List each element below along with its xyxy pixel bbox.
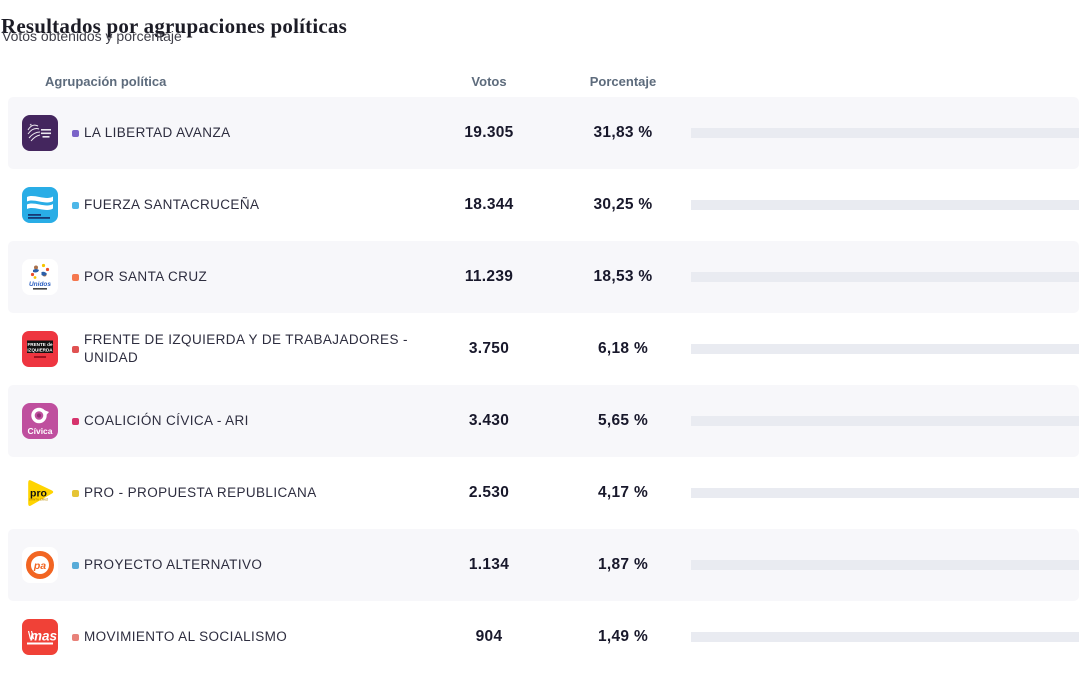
percentage-bar-track bbox=[691, 416, 1079, 426]
svg-text:pa: pa bbox=[33, 560, 46, 572]
result-row: LA LIBERTAD AVANZA 19.305 31,83 % bbox=[8, 97, 1079, 169]
logo-mas-icon: mas bbox=[22, 619, 58, 655]
svg-text:pro: pro bbox=[30, 488, 47, 500]
votes-value: 1.134 bbox=[468, 556, 510, 573]
column-header-votes: Votos bbox=[471, 74, 507, 89]
table-header: Agrupación política Votos Porcentaje bbox=[0, 74, 1079, 92]
votes-value: 904 bbox=[475, 628, 503, 645]
logo-coalicion-civica-icon: Cívica bbox=[22, 403, 58, 439]
votes-value: 19.305 bbox=[464, 124, 514, 141]
votes-value: 18.344 bbox=[464, 196, 514, 213]
party-dot bbox=[72, 130, 79, 137]
votes-value: 3.430 bbox=[468, 412, 510, 429]
percentage-bar-track bbox=[691, 128, 1079, 138]
party-name: PRO - PROPUESTA REPUBLICANA bbox=[84, 485, 317, 500]
votes-value: 3.750 bbox=[468, 340, 510, 357]
svg-text:Cívica: Cívica bbox=[27, 426, 52, 436]
result-row: pa PROYECTO ALTERNATIVO 1.134 1,87 % bbox=[8, 529, 1079, 601]
svg-text:Unidos: Unidos bbox=[29, 281, 51, 288]
result-row: pro SANTA CRUZ PRO - PROPUESTA REPUBLICA… bbox=[8, 457, 1079, 529]
logo-pro-icon: pro SANTA CRUZ bbox=[22, 475, 58, 511]
percentage-bar-track bbox=[691, 200, 1079, 210]
result-row: Unidos POR SANTA CRUZ 11.239 18,53 % bbox=[8, 241, 1079, 313]
party-name: POR SANTA CRUZ bbox=[84, 269, 208, 284]
percentage-bar-track bbox=[691, 344, 1079, 354]
percentage-bar-track bbox=[691, 488, 1079, 498]
percentage-value: 1,87 % bbox=[597, 556, 649, 573]
percentage-value: 1,49 % bbox=[597, 628, 649, 645]
logo-frente-de-izquierda-icon: FRENTE de IZQUIERDA bbox=[22, 331, 58, 367]
result-row: FUERZA SANTACRUCEÑA 18.344 30,25 % bbox=[8, 169, 1079, 241]
percentage-value: 5,65 % bbox=[597, 412, 649, 429]
svg-text:FRENTE de: FRENTE de bbox=[27, 342, 52, 347]
party-dot bbox=[72, 274, 79, 281]
percentage-value: 4,17 % bbox=[597, 484, 649, 501]
column-header-percentage: Porcentaje bbox=[589, 74, 657, 89]
logo-la-libertad-avanza-icon bbox=[22, 115, 58, 151]
percentage-value: 31,83 % bbox=[593, 124, 653, 141]
party-name: FRENTE DE IZQUIERDA Y DE TRABAJADORES - … bbox=[84, 332, 408, 365]
column-header-party: Agrupación política bbox=[45, 74, 167, 89]
percentage-value: 6,18 % bbox=[597, 340, 649, 357]
svg-text:mas: mas bbox=[30, 629, 58, 644]
party-dot bbox=[72, 562, 79, 569]
party-name: COALICIÓN CÍVICA - ARI bbox=[84, 413, 249, 428]
logo-fuerza-santacrucena-icon bbox=[22, 187, 58, 223]
percentage-bar-track bbox=[691, 272, 1079, 282]
svg-text:SANTA CRUZ: SANTA CRUZ bbox=[29, 498, 48, 502]
party-dot bbox=[72, 634, 79, 641]
percentage-value: 18,53 % bbox=[593, 268, 653, 285]
percentage-bar-track bbox=[691, 632, 1079, 642]
party-dot bbox=[72, 490, 79, 497]
party-name: FUERZA SANTACRUCEÑA bbox=[84, 197, 260, 212]
result-row: mas MOVIMIENTO AL SOCIALISMO 904 1,49 % bbox=[8, 601, 1079, 673]
party-dot bbox=[72, 346, 79, 353]
party-name: PROYECTO ALTERNATIVO bbox=[84, 557, 263, 572]
party-dot bbox=[72, 418, 79, 425]
percentage-bar-track bbox=[691, 560, 1079, 570]
percentage-value: 30,25 % bbox=[593, 196, 653, 213]
party-name: MOVIMIENTO AL SOCIALISMO bbox=[84, 629, 288, 644]
page-subtitle: Votos obtenidos y porcentaje bbox=[2, 28, 182, 44]
party-name: LA LIBERTAD AVANZA bbox=[84, 125, 231, 140]
logo-proyecto-alternativo-icon: pa bbox=[22, 547, 58, 583]
results-table: LA LIBERTAD AVANZA 19.305 31,83 % FUERZA… bbox=[8, 97, 1079, 673]
party-dot bbox=[72, 202, 79, 209]
page-title: Resultados por agrupaciones políticas bbox=[1, 14, 347, 39]
votes-value: 11.239 bbox=[464, 268, 514, 285]
result-row: FRENTE de IZQUIERDA FRENTE DE IZQUIERDA … bbox=[8, 313, 1079, 385]
votes-value: 2.530 bbox=[468, 484, 510, 501]
svg-text:IZQUIERDA: IZQUIERDA bbox=[27, 348, 53, 353]
logo-por-santa-cruz-icon: Unidos bbox=[22, 259, 58, 295]
result-row: Cívica COALICIÓN CÍVICA - ARI 3.430 5,65… bbox=[8, 385, 1079, 457]
